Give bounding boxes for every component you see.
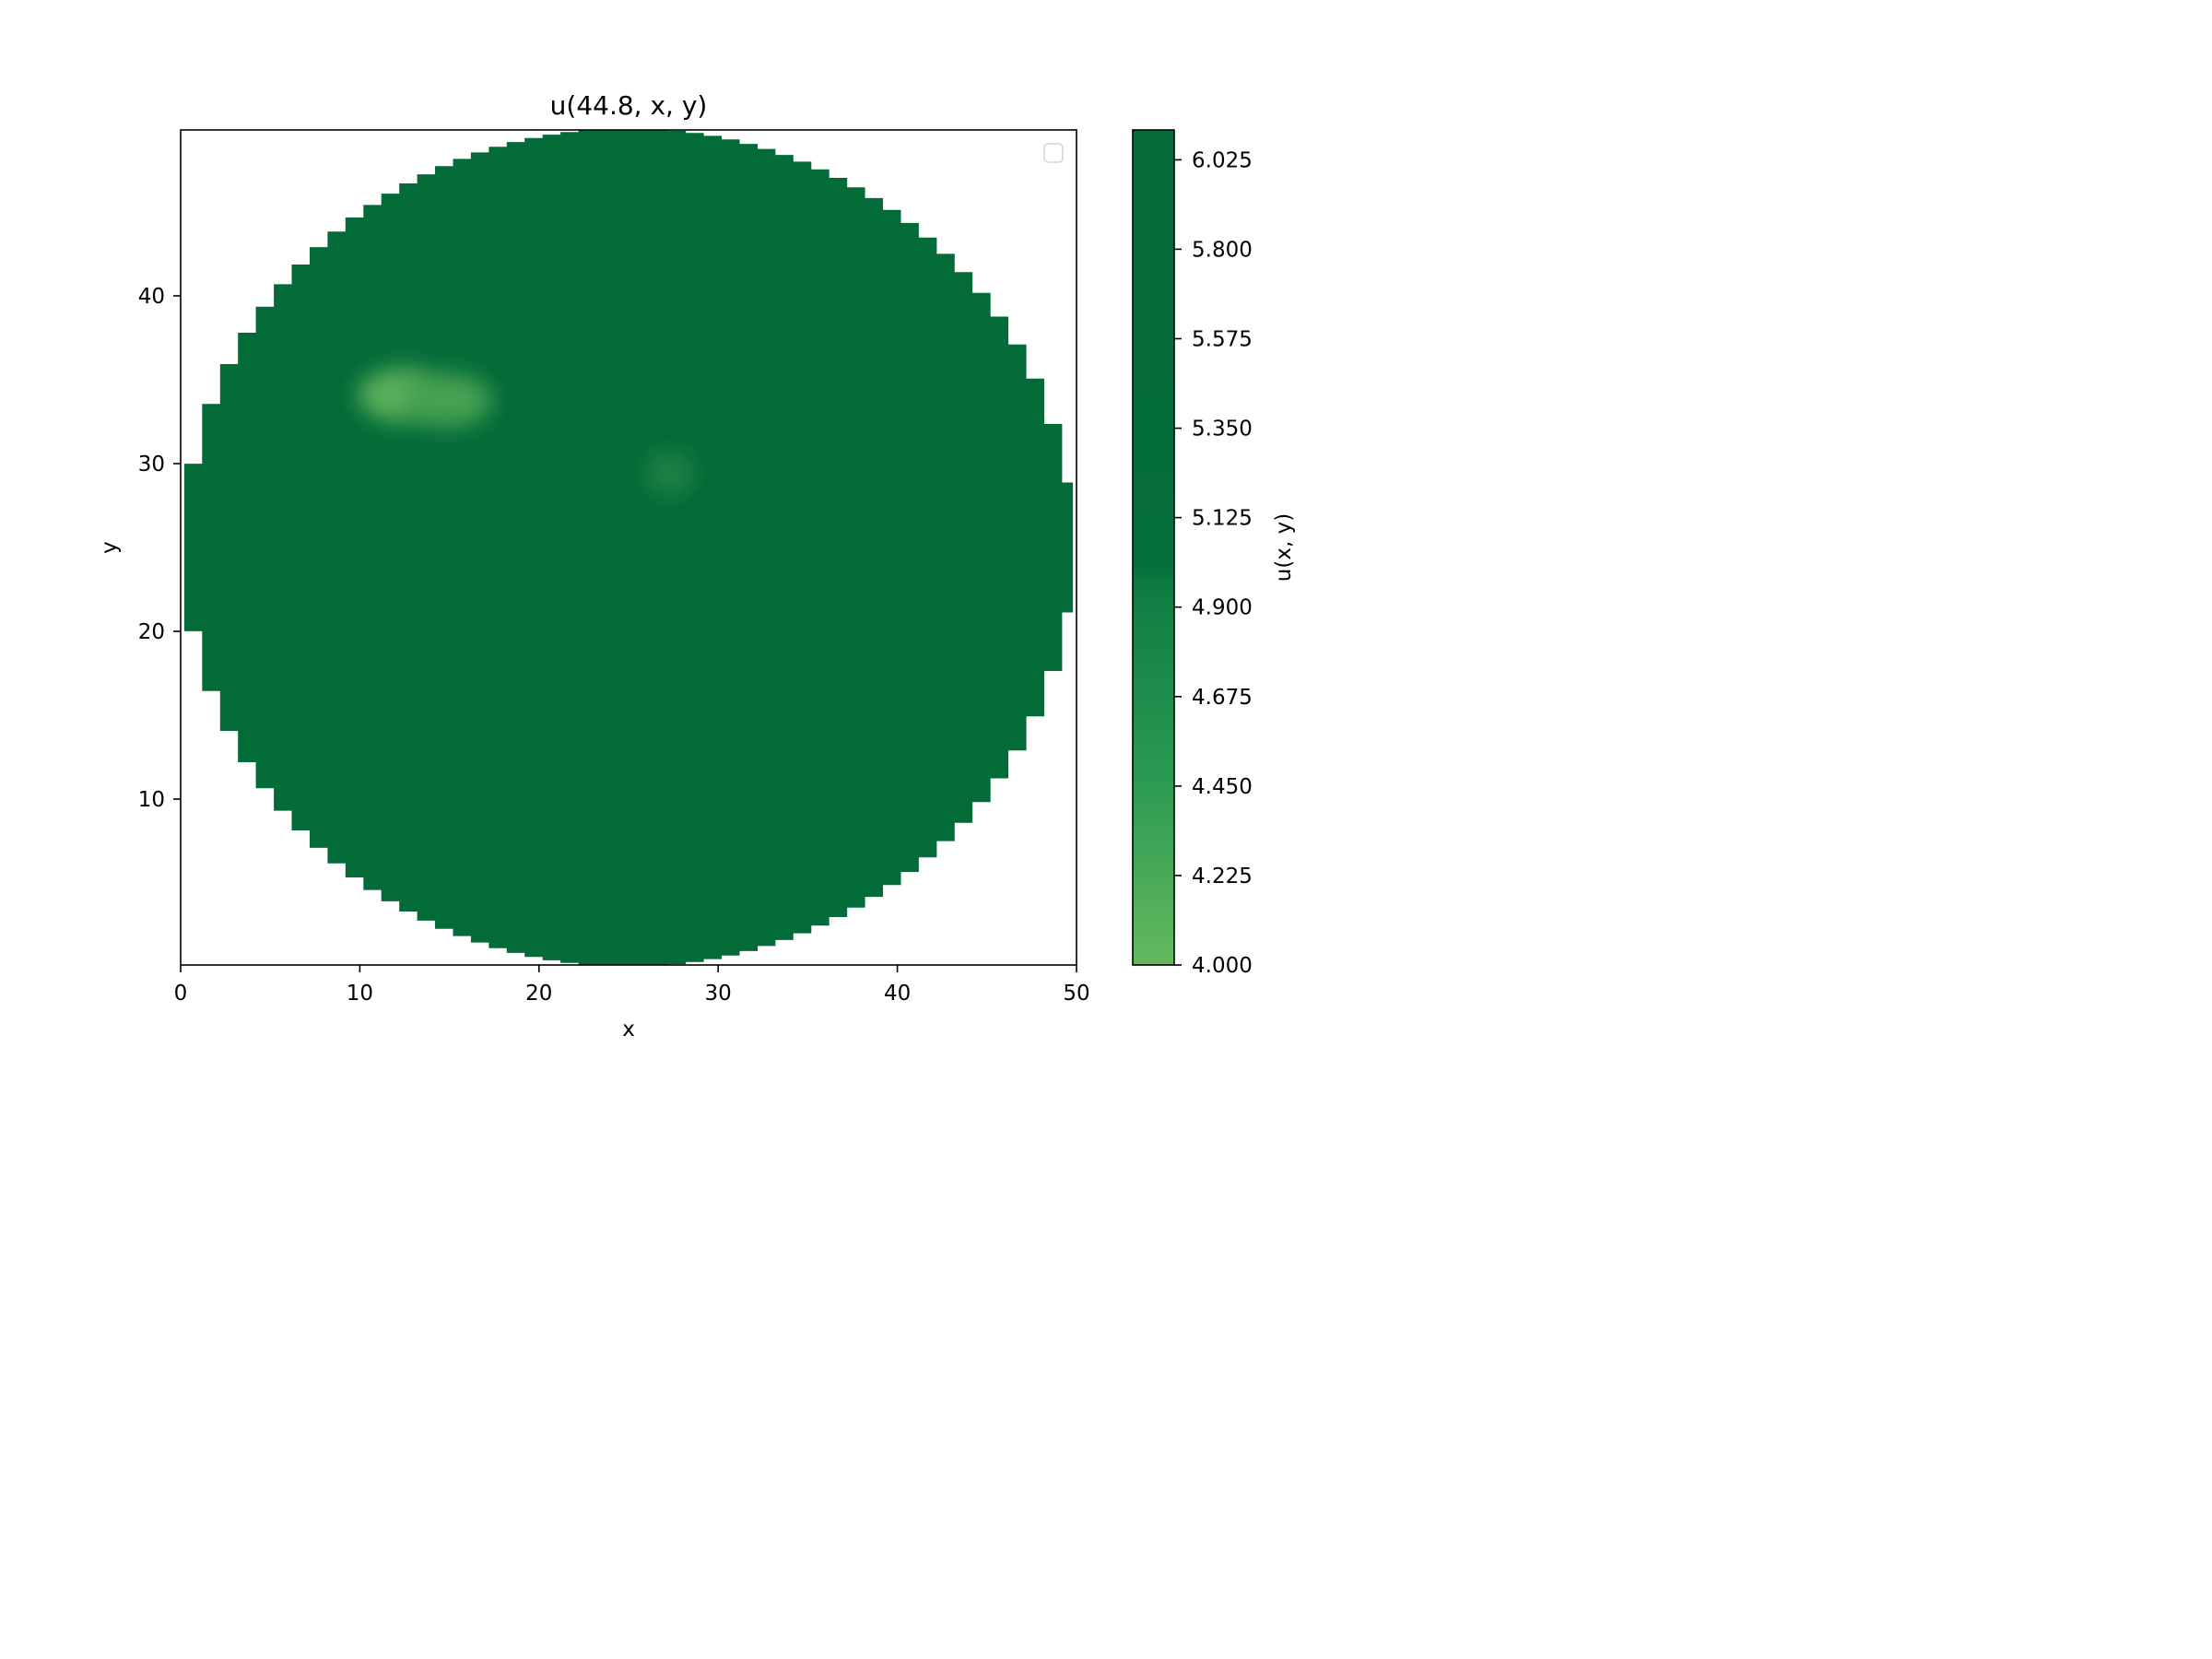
x-axis-label: x (622, 1018, 635, 1041)
x-tick-10: 10 (347, 965, 373, 1006)
y-tick-10: 10 (138, 788, 181, 812)
svg-text:40: 40 (138, 285, 165, 309)
plot-area-frame (180, 129, 1077, 966)
feature-2 (644, 449, 695, 497)
x-axis: 0 10 20 30 40 50 (174, 965, 1090, 1006)
colorbar-label: u(x, y) (1272, 513, 1296, 582)
x-tick-0: 0 (174, 965, 188, 1006)
svg-text:0: 0 (174, 982, 188, 1006)
svg-text:50: 50 (1063, 982, 1089, 1006)
y-tick-30: 30 (138, 453, 181, 477)
colorbar-gradient (1133, 130, 1174, 965)
colorbar: 4.000 4.225 4.450 4.675 4.900 5.125 5.350 5.575… (1132, 129, 1296, 978)
feature-group (358, 368, 695, 497)
colorbar-tick-label-8: 5.800 (1192, 238, 1253, 262)
x-tick-20: 20 (525, 965, 552, 1006)
colorbar-tick-label-0: 4.000 (1192, 954, 1253, 978)
svg-text:30: 30 (138, 453, 165, 477)
colorbar-ticks: 4.000 4.225 4.450 4.675 4.900 5.125 5.350 5.575… (1174, 148, 1253, 978)
y-axis-label: y (98, 541, 122, 554)
svg-text:10: 10 (138, 788, 165, 812)
svg-text:30: 30 (705, 982, 732, 1006)
y-tick-40: 40 (138, 285, 181, 309)
svg-text:10: 10 (347, 982, 373, 1006)
colorbar-tick-label-1: 4.225 (1192, 865, 1253, 888)
colorbar-tick-label-2: 4.450 (1192, 775, 1253, 799)
colorbar-tick-label-9: 6.025 (1192, 148, 1253, 172)
svg-text:20: 20 (525, 982, 552, 1006)
colorbar-tick-label-6: 5.350 (1192, 418, 1253, 441)
heatmap-field (183, 130, 1074, 965)
figure: u(44.8, x, y) 0 10 20 30 40 50 (98, 90, 1296, 1041)
x-tick-40: 40 (884, 965, 911, 1006)
colorbar-frame (1132, 129, 1175, 966)
x-tick-50: 50 (1063, 965, 1090, 1006)
colorbar-tick-label-4: 4.900 (1192, 596, 1253, 620)
svg-text:40: 40 (884, 982, 911, 1006)
colorbar-tick-label-7: 5.575 (1192, 328, 1253, 352)
feature-1 (399, 373, 493, 428)
svg-text:20: 20 (138, 620, 165, 644)
y-axis: 10 20 30 40 (138, 285, 181, 812)
colorbar-tick-label-5: 5.125 (1192, 507, 1253, 531)
x-tick-30: 30 (705, 965, 732, 1006)
legend-box (1043, 143, 1064, 163)
colorbar-tick-label-3: 4.675 (1192, 686, 1253, 710)
chart-title: u(44.8, x, y) (550, 90, 708, 121)
y-tick-20: 20 (138, 620, 181, 644)
domain-disk (183, 130, 1074, 965)
